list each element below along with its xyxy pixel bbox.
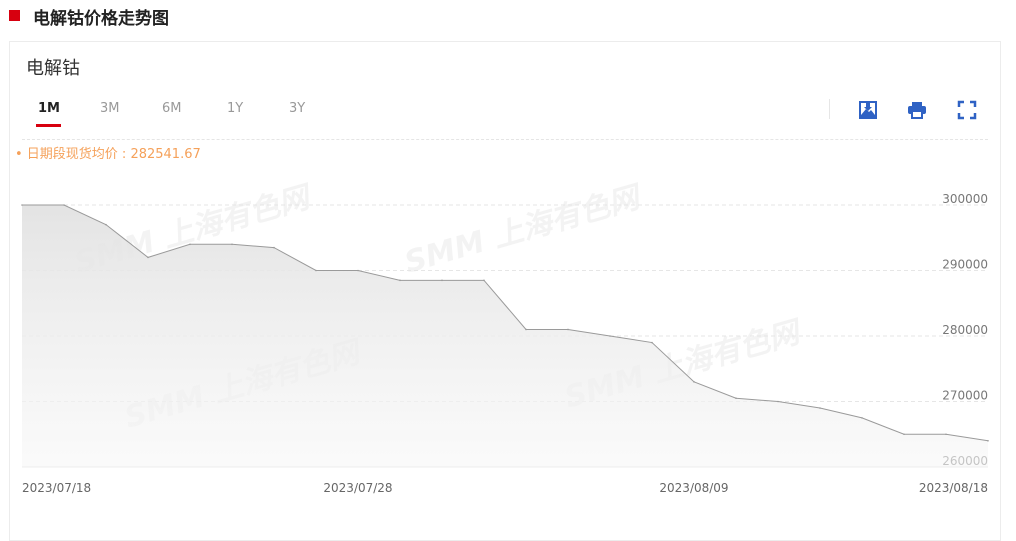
tab-3m[interactable]: 3M	[100, 101, 120, 116]
data-point	[105, 223, 107, 226]
data-point	[651, 341, 653, 344]
data-point	[63, 204, 65, 206]
price-line	[22, 204, 989, 442]
toolbar-divider	[829, 99, 830, 119]
data-point	[693, 381, 695, 383]
tab-6m[interactable]: 6M	[162, 101, 182, 116]
y-tick-label: 300000	[942, 192, 988, 206]
data-point	[525, 328, 527, 331]
data-point	[147, 256, 149, 259]
print-icon[interactable]	[907, 100, 927, 120]
data-point	[903, 433, 905, 436]
data-point	[21, 204, 23, 206]
x-tick-label: 2023/08/18	[919, 481, 988, 495]
data-point	[945, 433, 947, 436]
data-point	[231, 243, 233, 246]
tab-1y[interactable]: 1Y	[227, 101, 244, 116]
data-point	[609, 335, 611, 337]
data-point	[315, 269, 317, 272]
data-point	[189, 243, 191, 246]
data-point	[399, 279, 401, 282]
page-title: 电解钴价格走势图	[33, 9, 169, 29]
data-point	[567, 328, 569, 331]
y-tick-label: 290000	[942, 258, 988, 272]
title-marker	[9, 10, 20, 21]
download-image-icon[interactable]	[858, 100, 878, 120]
data-point	[483, 279, 485, 282]
data-point	[987, 440, 989, 442]
period-average-price: • 日期段现货均价 : 282541.67	[15, 147, 201, 162]
card-title: 电解钴	[26, 58, 80, 79]
x-tick-label: 2023/07/18	[22, 481, 91, 495]
toolbar-separator	[22, 139, 988, 140]
fullscreen-icon[interactable]	[957, 100, 977, 120]
data-point	[861, 417, 863, 419]
x-tick-label: 2023/07/28	[323, 481, 392, 495]
area-fill	[22, 205, 988, 467]
y-tick-label: 270000	[942, 389, 988, 403]
data-point	[441, 279, 443, 282]
tab-1m[interactable]: 1M	[38, 101, 60, 116]
data-point	[819, 407, 821, 409]
data-point	[273, 246, 275, 249]
data-point	[357, 269, 359, 272]
tab-3y[interactable]: 3Y	[289, 101, 306, 116]
x-tick-label: 2023/08/09	[659, 481, 728, 495]
active-tab-indicator	[36, 124, 61, 127]
price-area-chart: 2600002700002800002900003000002023/07/18…	[21, 192, 989, 495]
data-point	[735, 397, 737, 400]
y-tick-label: 280000	[942, 323, 988, 337]
data-point	[777, 400, 779, 403]
